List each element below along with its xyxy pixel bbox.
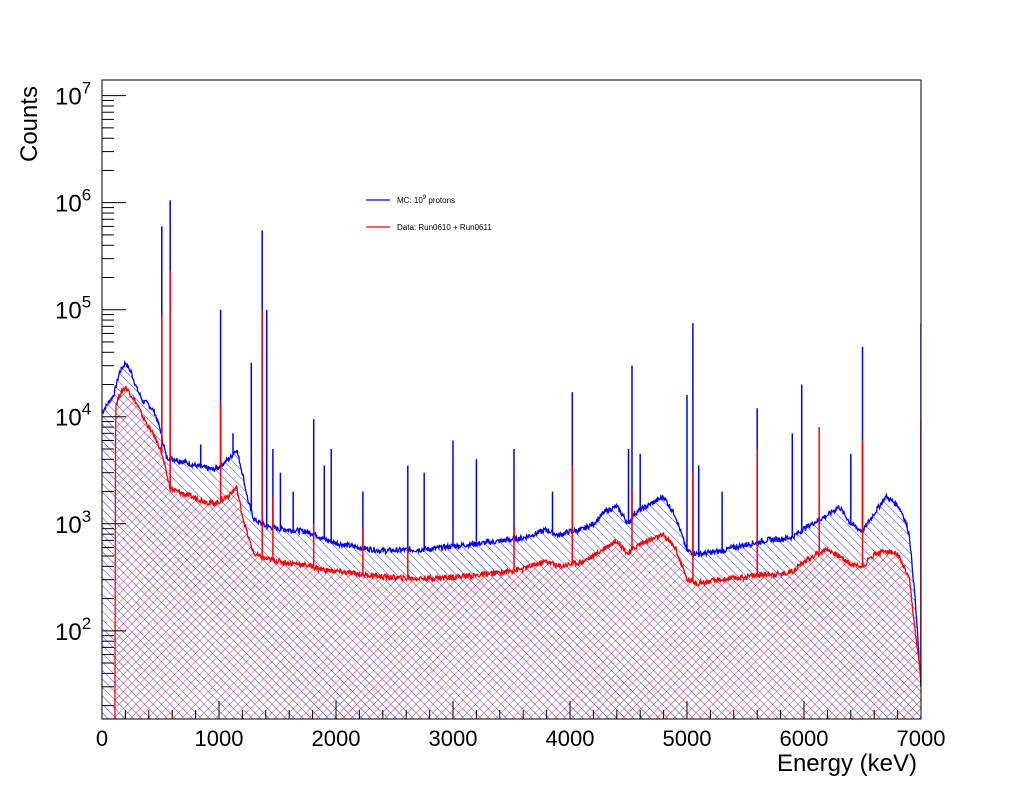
y-tick-label: 107 (55, 79, 91, 111)
series-data (102, 271, 921, 719)
legend-entry-data: Data: Run0610 + Run0611 (366, 223, 492, 232)
series-layer (102, 200, 921, 719)
y-axis-label: Counts (16, 86, 43, 162)
tick-labels: 0 1000 2000 3000 4000 5000 6000 7000 102 103 104 10… (55, 79, 945, 751)
axis-layer (101, 79, 922, 720)
x-tick-label: 7000 (897, 726, 946, 751)
x-tick-label: 3000 (429, 726, 478, 751)
x-tick-label: 5000 (663, 726, 712, 751)
x-axis-label: Energy (keV) (777, 750, 917, 777)
y-tick-label: 103 (55, 507, 91, 539)
plot-frame (101, 79, 922, 720)
legend-entry-mc: MC: 109 protons (366, 195, 455, 205)
series-line-mc (102, 359, 921, 688)
x-tick-label: 6000 (780, 726, 829, 751)
y-tick-label: 104 (55, 400, 91, 432)
y-tick-label: 106 (55, 186, 91, 218)
series-line-data (102, 385, 921, 719)
x-tick-label: 0 (96, 726, 108, 751)
x-tick-label: 4000 (546, 726, 595, 751)
legend-label-data: Data: Run0610 + Run0611 (397, 223, 492, 232)
legend-label-mc: MC: 109 protons (397, 195, 455, 205)
y-tick-label: 102 (55, 614, 91, 646)
x-tick-label: 2000 (312, 726, 361, 751)
legend: MC: 109 protons Data: Run0610 + Run0611 (366, 195, 492, 232)
series-fill-data (102, 385, 921, 719)
x-tick-label: 1000 (195, 726, 244, 751)
y-tick-label: 105 (55, 293, 91, 325)
